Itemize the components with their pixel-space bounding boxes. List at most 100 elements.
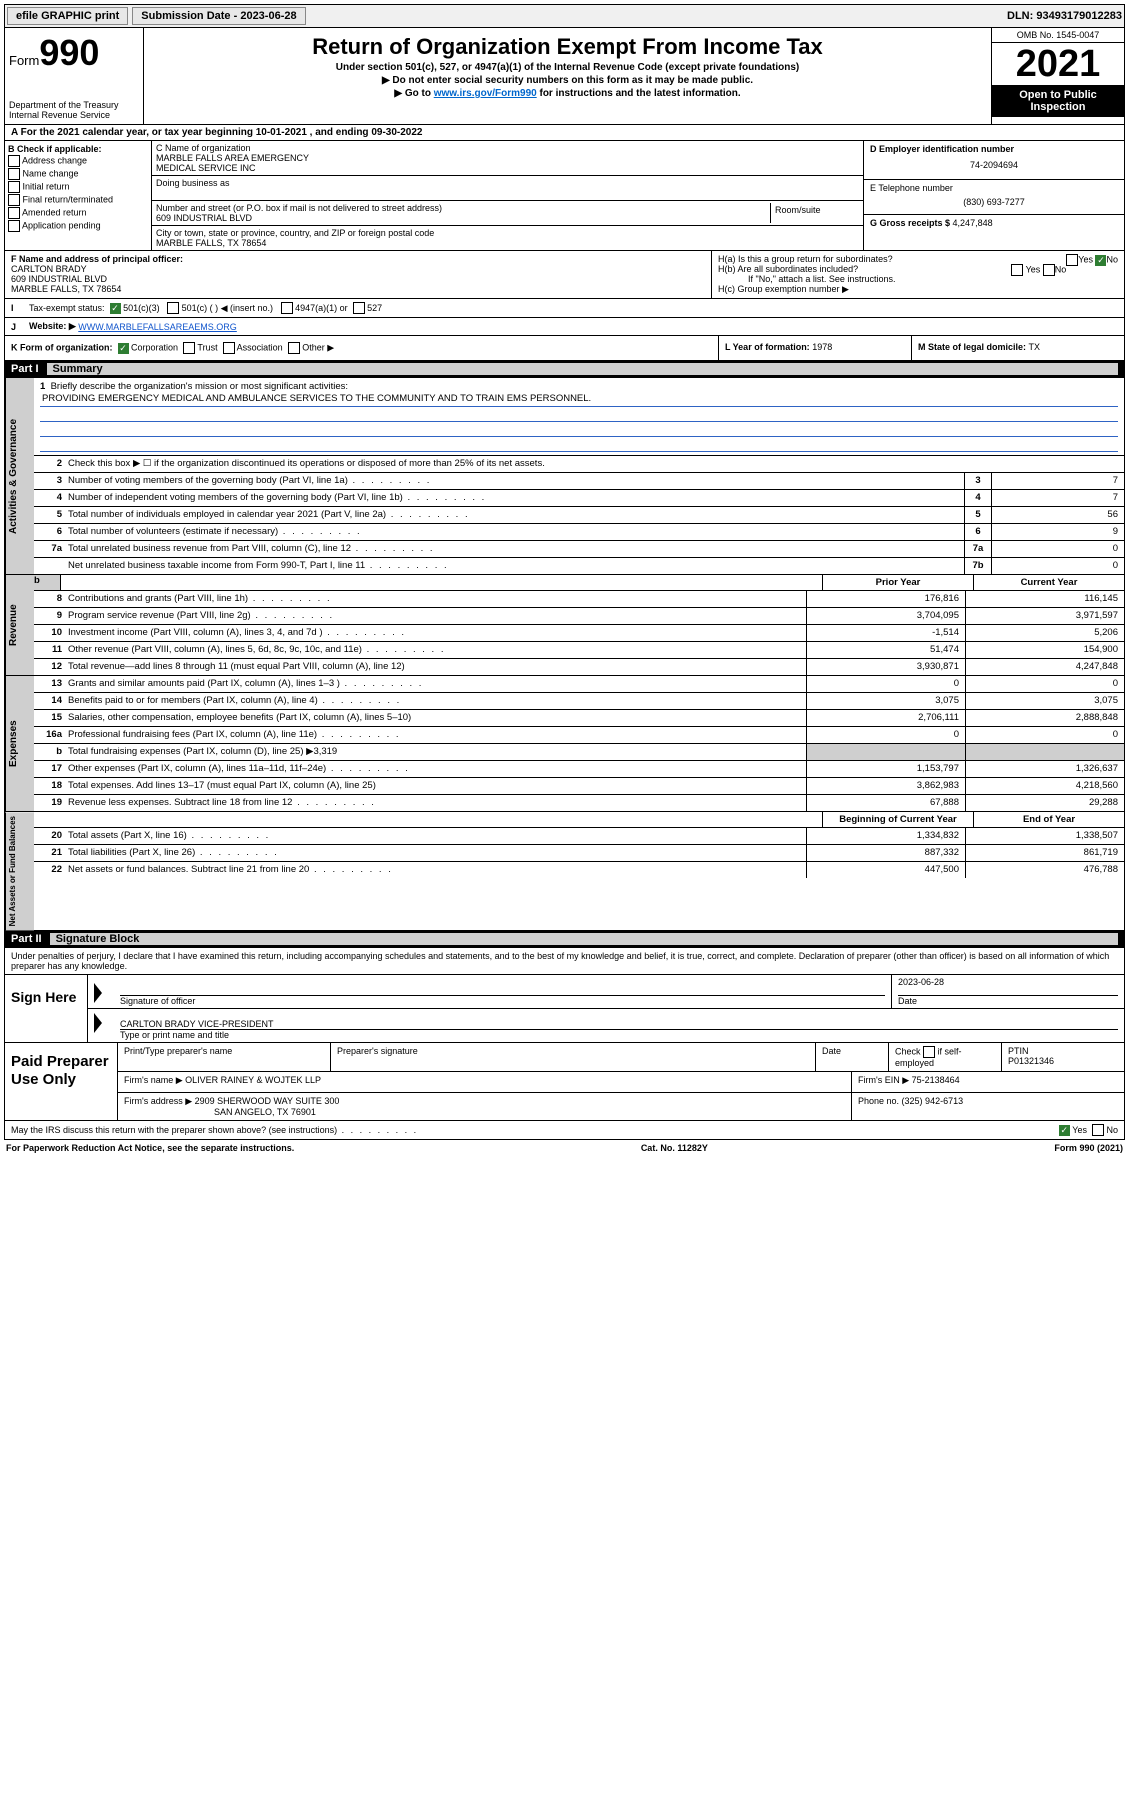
section-fh: F Name and address of principal officer:… xyxy=(4,251,1125,299)
footer-left: For Paperwork Reduction Act Notice, see … xyxy=(6,1143,294,1153)
chk-name-change[interactable]: Name change xyxy=(8,168,148,180)
other-box[interactable] xyxy=(288,342,300,354)
expenses-tab: Expenses xyxy=(5,676,34,811)
self-employed-box[interactable] xyxy=(923,1046,935,1058)
c20: 1,338,507 xyxy=(965,828,1124,844)
chk-final-return[interactable]: Final return/terminated xyxy=(8,194,148,206)
c13: 0 xyxy=(965,676,1124,692)
gross-receipts-cell: G Gross receipts $ 4,247,848 xyxy=(864,215,1124,231)
discuss-no-box[interactable] xyxy=(1092,1124,1104,1136)
p20: 1,334,832 xyxy=(806,828,965,844)
corp-box[interactable]: ✓ xyxy=(118,343,129,354)
paid-preparer-block: Paid Preparer Use Only Print/Type prepar… xyxy=(4,1043,1125,1121)
chk-amended[interactable]: Amended return xyxy=(8,207,148,219)
begin-year-hdr: Beginning of Current Year xyxy=(822,812,973,827)
p16b xyxy=(806,744,965,760)
c12: 4,247,848 xyxy=(965,659,1124,675)
header-left: Form990 Department of the Treasury Inter… xyxy=(5,28,144,124)
org-name-2: MEDICAL SERVICE INC xyxy=(156,163,859,173)
527-box[interactable] xyxy=(353,302,365,314)
governance-block: Activities & Governance 1 Briefly descri… xyxy=(4,378,1125,575)
arrow-icon xyxy=(94,983,102,1003)
firm-name-cell: Firm's name ▶ OLIVER RAINEY & WOJTEK LLP xyxy=(118,1072,852,1092)
form-title: Return of Organization Exempt From Incom… xyxy=(152,34,983,60)
firm-name: OLIVER RAINEY & WOJTEK LLP xyxy=(185,1075,321,1085)
phone-cell: E Telephone number (830) 693-7277 xyxy=(864,180,1124,215)
ha-no-box[interactable]: ✓ xyxy=(1095,255,1106,266)
chk-address-change[interactable]: Address change xyxy=(8,155,148,167)
501c-box[interactable] xyxy=(167,302,179,314)
p16a: 0 xyxy=(806,727,965,743)
gross-label: G Gross receipts $ xyxy=(870,218,953,228)
p19: 67,888 xyxy=(806,795,965,811)
ha-yes-box[interactable] xyxy=(1066,254,1078,266)
officer-city: MARBLE FALLS, TX 78654 xyxy=(11,284,705,294)
line-13: Grants and similar amounts paid (Part IX… xyxy=(64,676,806,692)
line-8: Contributions and grants (Part VIII, lin… xyxy=(64,591,806,607)
line-16b: Total fundraising expenses (Part IX, col… xyxy=(64,744,806,760)
discuss-yes-box[interactable]: ✓ xyxy=(1059,1125,1070,1136)
part-ii-header: Part II Signature Block xyxy=(4,931,1125,948)
line-7b: Net unrelated business taxable income fr… xyxy=(64,558,964,574)
line-7a: Total unrelated business revenue from Pa… xyxy=(64,541,964,557)
efile-print-button[interactable]: efile GRAPHIC print xyxy=(7,7,128,25)
ha-row: H(a) Is this a group return for subordin… xyxy=(718,254,1118,264)
p17: 1,153,797 xyxy=(806,761,965,777)
val-5: 56 xyxy=(991,507,1124,523)
line-18: Total expenses. Add lines 13–17 (must eq… xyxy=(64,778,806,794)
c16a: 0 xyxy=(965,727,1124,743)
row-klm: K Form of organization: ✓ Corporation Tr… xyxy=(4,336,1125,361)
assoc-box[interactable] xyxy=(223,342,235,354)
mission-text: PROVIDING EMERGENCY MEDICAL AND AMBULANC… xyxy=(40,392,1118,407)
dln-label: DLN: 93493179012283 xyxy=(1007,10,1122,22)
hb-row: H(b) Are all subordinates included? Yes … xyxy=(718,264,1118,274)
val-4: 7 xyxy=(991,490,1124,506)
sig-date-value: 2023-06-28 xyxy=(898,977,1118,995)
header-right: OMB No. 1545-0047 2021 Open to Public In… xyxy=(991,28,1124,124)
line-11: Other revenue (Part VIII, column (A), li… xyxy=(64,642,806,658)
p11: 51,474 xyxy=(806,642,965,658)
chk-application-pending[interactable]: Application pending xyxy=(8,220,148,232)
subtitle-2: ▶ Do not enter social security numbers o… xyxy=(152,75,983,86)
hb-yes-box[interactable] xyxy=(1011,264,1023,276)
val-6: 9 xyxy=(991,524,1124,540)
dept-irs: Internal Revenue Service xyxy=(9,110,139,120)
chk-initial-return[interactable]: Initial return xyxy=(8,181,148,193)
line-14: Benefits paid to or for members (Part IX… xyxy=(64,693,806,709)
c16b xyxy=(965,744,1124,760)
firm-ein: 75-2138464 xyxy=(912,1075,960,1085)
officer-addr: 609 INDUSTRIAL BLVD xyxy=(11,274,705,284)
irs-link[interactable]: www.irs.gov/Form990 xyxy=(434,88,537,99)
addr-value: 609 INDUSTRIAL BLVD xyxy=(156,213,770,223)
city-cell: City or town, state or province, country… xyxy=(152,226,863,250)
hc-row: H(c) Group exemption number ▶ xyxy=(718,284,1118,295)
dept-treasury: Department of the Treasury xyxy=(9,100,139,110)
dln-value: 93493179012283 xyxy=(1036,10,1122,22)
hb-no-box[interactable] xyxy=(1043,264,1055,276)
revenue-tab: Revenue xyxy=(5,575,34,675)
part-i-header: Part I Summary xyxy=(4,361,1125,378)
p15: 2,706,111 xyxy=(806,710,965,726)
footer-right: Form 990 (2021) xyxy=(1054,1143,1123,1153)
phone-value: (830) 693-7277 xyxy=(870,193,1118,211)
page-footer: For Paperwork Reduction Act Notice, see … xyxy=(4,1140,1125,1156)
p22: 447,500 xyxy=(806,862,965,878)
row-j: J Website: ▶ WWW.MARBLEFALLSAREAEMS.ORG xyxy=(4,318,1125,336)
ein-value: 74-2094694 xyxy=(870,154,1118,176)
ptin-cell: PTIN P01321346 xyxy=(1002,1043,1124,1071)
arrow-icon xyxy=(94,1013,102,1033)
val-7b: 0 xyxy=(991,558,1124,574)
subtitle-1: Under section 501(c), 527, or 4947(a)(1)… xyxy=(152,62,983,73)
line-19: Revenue less expenses. Subtract line 18 … xyxy=(64,795,806,811)
c22: 476,788 xyxy=(965,862,1124,878)
addr-label: Number and street (or P.O. box if mail i… xyxy=(156,203,770,213)
officer-typed-name: CARLTON BRADY VICE-PRESIDENT xyxy=(120,1011,1118,1030)
submission-date-button[interactable]: Submission Date - 2023-06-28 xyxy=(132,7,305,25)
preparer-sig-hdr: Preparer's signature xyxy=(331,1043,816,1071)
4947-box[interactable] xyxy=(281,302,293,314)
website-link[interactable]: WWW.MARBLEFALLSAREAEMS.ORG xyxy=(78,322,237,332)
501c3-box[interactable]: ✓ xyxy=(110,303,121,314)
c19: 29,288 xyxy=(965,795,1124,811)
paid-preparer-label: Paid Preparer Use Only xyxy=(5,1043,118,1120)
trust-box[interactable] xyxy=(183,342,195,354)
